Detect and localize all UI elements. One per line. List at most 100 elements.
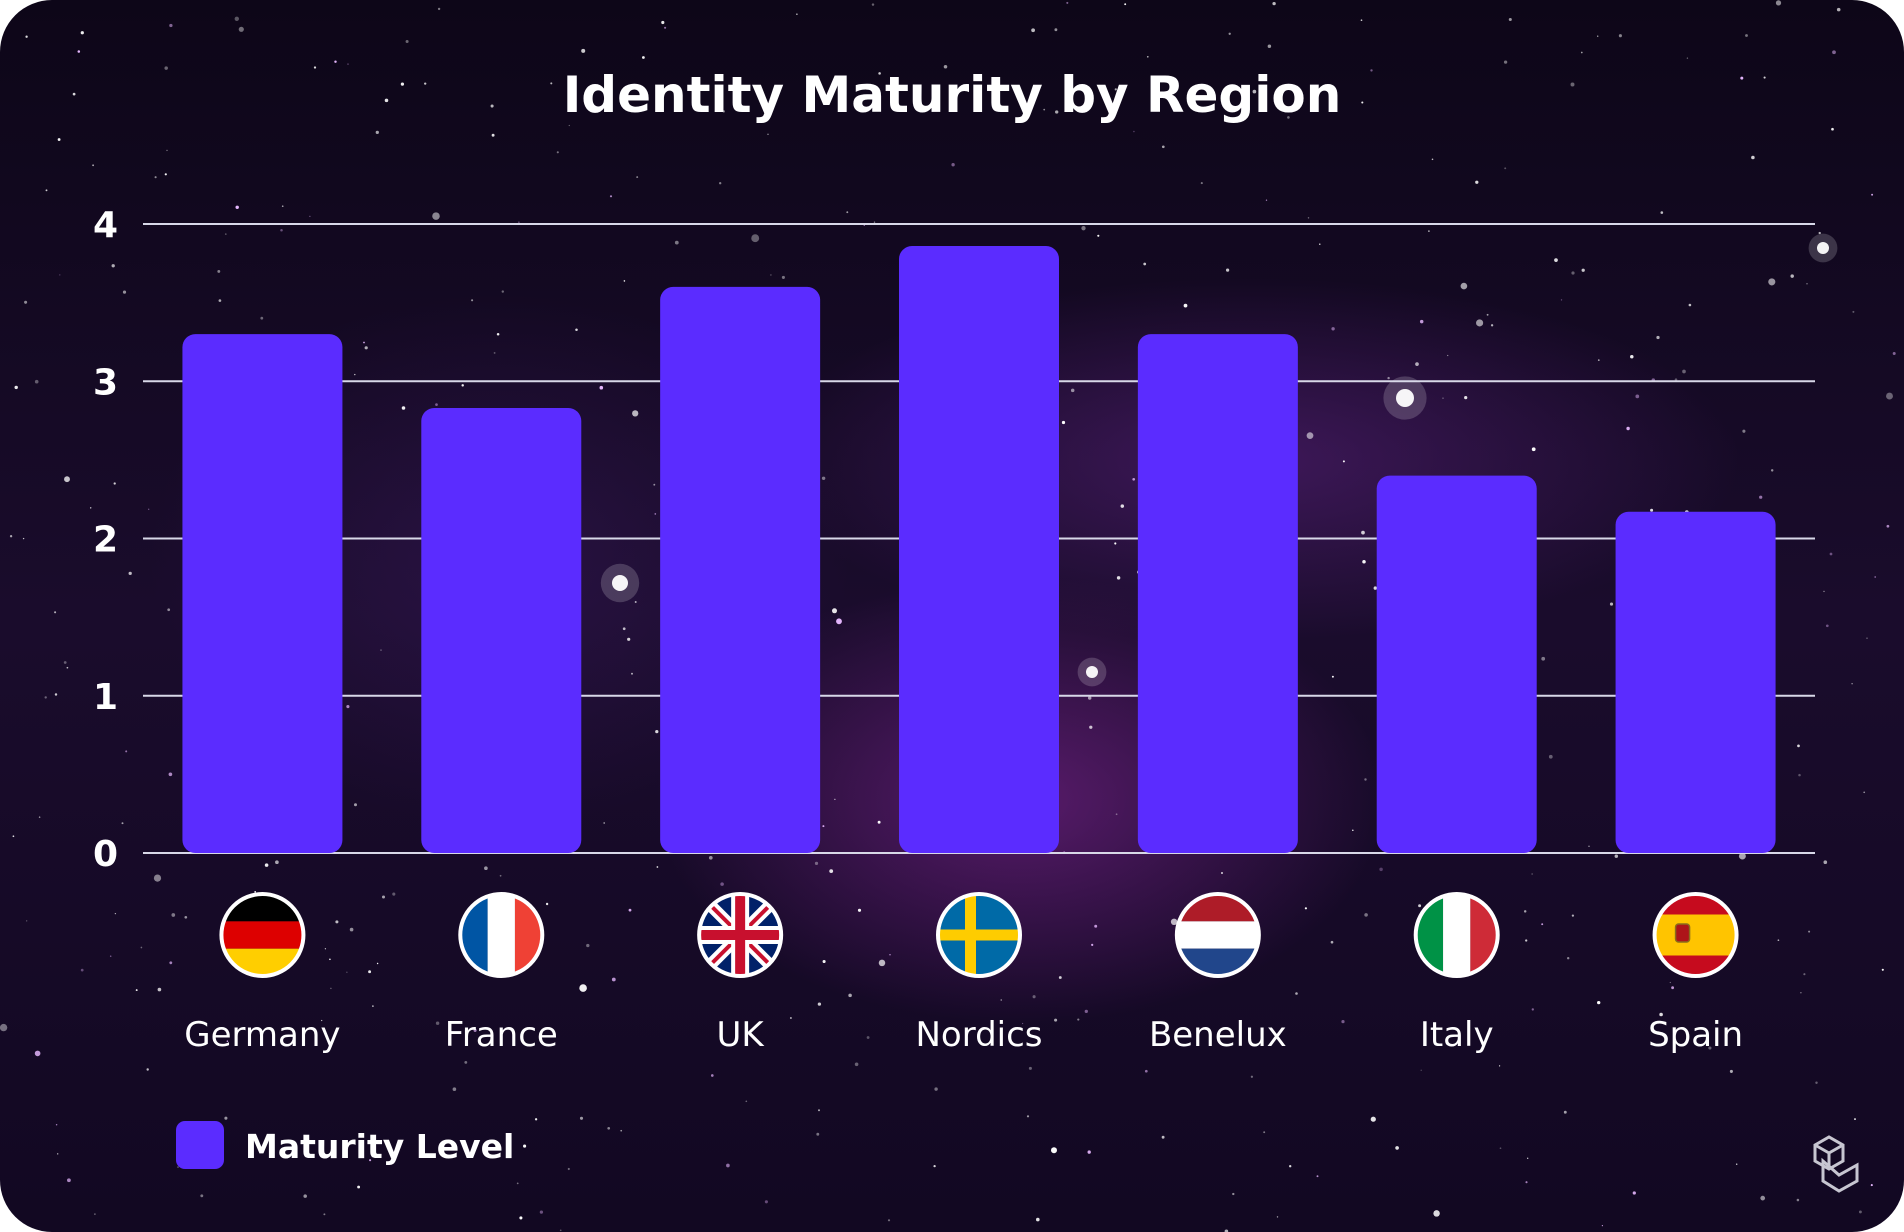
star: [1763, 76, 1766, 79]
star: [346, 705, 350, 709]
star: [1420, 1069, 1422, 1071]
star: [789, 1017, 792, 1019]
star: [38, 816, 41, 818]
star: [24, 300, 28, 304]
star: [1066, 1, 1069, 4]
star: [519, 1216, 523, 1220]
star: [63, 661, 67, 664]
star: [238, 26, 244, 32]
star: [1609, 602, 1614, 606]
star: [80, 31, 84, 35]
star: [878, 72, 881, 75]
star: [1531, 447, 1536, 452]
y-tick-label: 3: [93, 362, 118, 403]
star: [135, 989, 138, 992]
star: [324, 948, 327, 950]
star: [951, 163, 955, 167]
star: [1738, 852, 1746, 860]
star: [26, 920, 28, 922]
star: [866, 1036, 870, 1039]
star: [1373, 586, 1377, 590]
star: [1342, 460, 1345, 463]
star: [372, 1005, 374, 1007]
star: [1688, 303, 1692, 307]
star: [380, 649, 382, 651]
star: [1523, 910, 1527, 913]
star: [1460, 282, 1468, 290]
star: [1265, 199, 1268, 201]
star: [323, 1213, 326, 1216]
star: [77, 50, 81, 53]
star: [1626, 426, 1630, 431]
star: [154, 176, 157, 179]
flag-sweden-icon: [936, 892, 1022, 978]
star: [1541, 923, 1544, 926]
star: [321, 1019, 323, 1022]
star: [1170, 918, 1178, 926]
star: [44, 696, 47, 699]
star: [834, 798, 836, 800]
star: [1671, 986, 1675, 990]
star: [751, 234, 760, 243]
star: [1851, 683, 1853, 685]
star: [64, 476, 70, 483]
star: [1554, 258, 1558, 262]
star: [814, 861, 819, 866]
star: [471, 299, 474, 302]
star: [491, 133, 495, 137]
star: [1081, 226, 1086, 231]
star: [368, 970, 372, 974]
star: [217, 269, 221, 273]
star: [275, 860, 279, 865]
star: [1379, 867, 1383, 872]
star: [57, 138, 61, 141]
star: [111, 264, 115, 268]
star: [1614, 854, 1619, 858]
star: [1161, 1135, 1165, 1139]
star: [499, 874, 502, 877]
star: [1486, 313, 1489, 316]
star: [631, 672, 633, 675]
star: [364, 346, 368, 350]
star: [67, 1178, 71, 1183]
star: [1306, 432, 1314, 439]
star: [1084, 1009, 1088, 1014]
star: [14, 385, 18, 390]
star: [829, 869, 834, 873]
star: [1597, 35, 1599, 37]
y-tick-label: 0: [93, 834, 118, 875]
star: [1560, 299, 1563, 301]
star: [435, 1021, 440, 1025]
star: [836, 618, 842, 625]
legend-swatch: [176, 1121, 224, 1169]
star: [146, 1068, 149, 1071]
star: [1364, 913, 1368, 917]
star: [218, 299, 222, 302]
star: [164, 66, 168, 70]
star: [1232, 1192, 1235, 1196]
star: [1823, 860, 1828, 864]
star: [1798, 773, 1801, 777]
star: [934, 1087, 938, 1091]
star: [1330, 940, 1334, 944]
star: [1490, 324, 1494, 327]
star: [54, 611, 57, 614]
x-tick-label: UK: [717, 1015, 766, 1055]
star: [1132, 477, 1136, 481]
star: [1581, 268, 1585, 272]
glow-star: [612, 575, 628, 591]
star: [1447, 354, 1449, 357]
star: [34, 1050, 41, 1057]
star: [392, 892, 396, 896]
star: [1659, 1012, 1663, 1017]
star: [405, 39, 409, 44]
star: [822, 825, 825, 828]
star: [636, 176, 639, 179]
star: [1116, 576, 1121, 580]
logo-cube-icon: [1813, 1135, 1859, 1193]
flag-germany-icon: [219, 892, 306, 978]
star: [1032, 995, 1036, 999]
star: [335, 920, 339, 924]
star: [1360, 19, 1363, 22]
star: [330, 987, 332, 990]
